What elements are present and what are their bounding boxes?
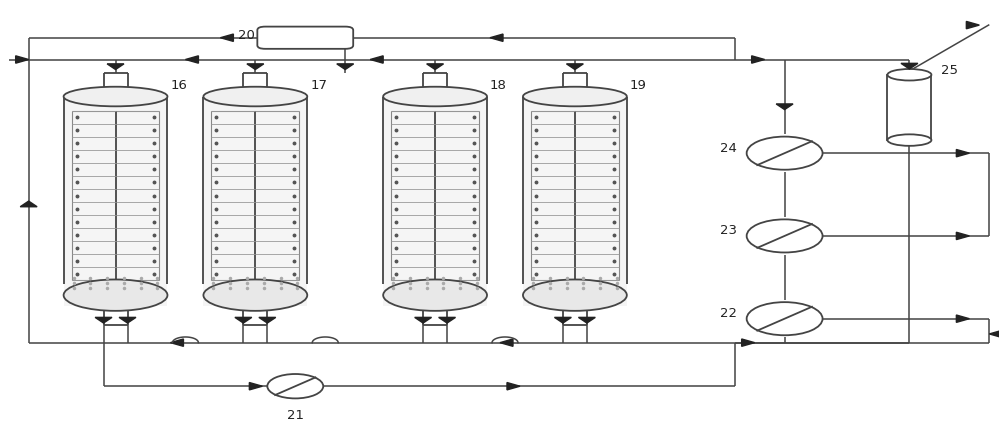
Polygon shape xyxy=(20,201,37,207)
Polygon shape xyxy=(956,315,969,323)
Ellipse shape xyxy=(523,280,627,311)
Polygon shape xyxy=(220,34,233,42)
Bar xyxy=(523,97,627,305)
Polygon shape xyxy=(956,232,969,239)
Circle shape xyxy=(747,302,823,335)
Polygon shape xyxy=(249,382,262,390)
Text: 21: 21 xyxy=(287,409,304,422)
Polygon shape xyxy=(901,63,918,69)
Ellipse shape xyxy=(383,87,487,106)
Polygon shape xyxy=(776,104,793,110)
Text: 22: 22 xyxy=(720,307,737,320)
Polygon shape xyxy=(742,339,755,347)
Polygon shape xyxy=(507,382,520,390)
Text: 25: 25 xyxy=(941,64,958,77)
Circle shape xyxy=(267,374,323,399)
Ellipse shape xyxy=(203,280,307,311)
Bar xyxy=(383,97,487,305)
Circle shape xyxy=(747,219,823,253)
Text: 19: 19 xyxy=(630,79,647,92)
Polygon shape xyxy=(966,21,979,29)
Polygon shape xyxy=(170,339,183,347)
Bar xyxy=(64,97,167,305)
FancyBboxPatch shape xyxy=(257,27,353,49)
Text: 18: 18 xyxy=(490,79,507,92)
Circle shape xyxy=(747,137,823,170)
Polygon shape xyxy=(566,64,583,69)
Polygon shape xyxy=(427,64,444,69)
Polygon shape xyxy=(500,339,513,347)
Polygon shape xyxy=(578,317,595,323)
Polygon shape xyxy=(415,317,432,323)
Polygon shape xyxy=(554,317,571,323)
Polygon shape xyxy=(16,56,29,63)
Ellipse shape xyxy=(64,87,167,106)
Text: 20: 20 xyxy=(238,29,255,42)
Polygon shape xyxy=(107,64,124,69)
Polygon shape xyxy=(247,64,264,69)
Bar xyxy=(203,97,307,305)
Text: 24: 24 xyxy=(720,142,737,155)
Polygon shape xyxy=(337,64,354,69)
Polygon shape xyxy=(439,317,456,323)
Polygon shape xyxy=(989,330,1000,338)
Polygon shape xyxy=(956,149,969,157)
Ellipse shape xyxy=(523,87,627,106)
Ellipse shape xyxy=(887,69,931,80)
Polygon shape xyxy=(259,317,276,323)
Polygon shape xyxy=(752,56,765,63)
Polygon shape xyxy=(490,34,503,42)
Ellipse shape xyxy=(203,87,307,106)
Polygon shape xyxy=(370,56,383,63)
Bar xyxy=(887,75,931,140)
Ellipse shape xyxy=(887,134,931,146)
Ellipse shape xyxy=(64,280,167,311)
Text: 17: 17 xyxy=(310,79,327,92)
Text: 16: 16 xyxy=(170,79,187,92)
Polygon shape xyxy=(95,317,112,323)
Polygon shape xyxy=(235,317,252,323)
Ellipse shape xyxy=(383,280,487,311)
Polygon shape xyxy=(119,317,136,323)
Text: 23: 23 xyxy=(720,225,737,237)
Polygon shape xyxy=(185,56,198,63)
